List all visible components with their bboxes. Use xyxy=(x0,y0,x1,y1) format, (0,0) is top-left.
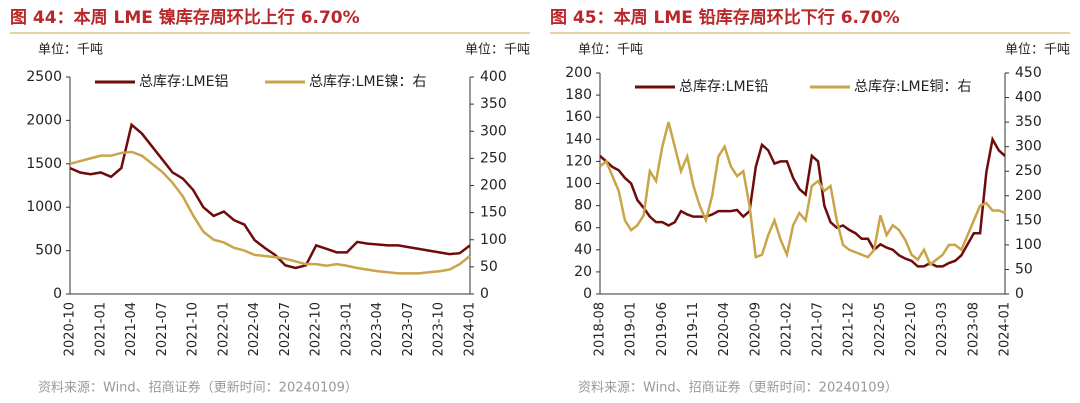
y-tick-label: 80 xyxy=(574,198,592,214)
x-tick-label: 2021-01 xyxy=(93,302,108,356)
y-tick-label: 1500 xyxy=(26,156,62,172)
y-tick-label: 60 xyxy=(574,220,592,236)
y2-tick-label: 50 xyxy=(1015,261,1033,277)
x-tick-label: 2023-07 xyxy=(401,302,416,356)
x-tick-label: 2018-08 xyxy=(593,302,608,356)
y2-tick-label: 250 xyxy=(1015,163,1042,179)
y-tick-label: 100 xyxy=(565,176,592,192)
x-tick-label: 2019-11 xyxy=(686,302,701,356)
x-tick-label: 2020-09 xyxy=(748,302,763,356)
x-tick-label: 2021-07 xyxy=(155,302,170,356)
x-tick-label: 2023-08 xyxy=(966,302,981,356)
y-tick-label: 1000 xyxy=(26,199,62,215)
y-tick-label: 160 xyxy=(565,109,592,125)
x-tick-label: 2021-10 xyxy=(186,302,201,356)
x-tick-label: 2023-01 xyxy=(339,302,354,356)
unit-right: 单位：千吨 xyxy=(1005,43,1070,58)
x-tick-label: 2022-10 xyxy=(904,302,919,356)
y2-tick-label: 0 xyxy=(1015,286,1024,302)
x-tick-label: 2021-07 xyxy=(811,302,826,356)
y2-tick-label: 300 xyxy=(1015,139,1042,155)
y-tick-label: 20 xyxy=(574,264,592,280)
y2-tick-label: 450 xyxy=(1015,65,1042,81)
legend-label: 总库存:LME镍：右 xyxy=(309,74,426,90)
legend-label: 总库存:LME铜：右 xyxy=(854,79,971,95)
source: 资料来源：Wind、招商证券（更新时间：20240109） xyxy=(578,380,898,396)
source: 资料来源：Wind、招商证券（更新时间：20240109） xyxy=(38,380,358,396)
x-tick-label: 2024-01 xyxy=(998,302,1013,356)
x-tick-label: 2022-04 xyxy=(247,302,262,356)
y-tick-label: 2500 xyxy=(26,69,62,85)
x-tick-label: 2023-04 xyxy=(370,302,385,356)
legend-label: 总库存:LME铝 xyxy=(139,74,228,90)
x-tick-label: 2021-02 xyxy=(779,302,794,356)
y2-tick-label: 150 xyxy=(480,205,507,221)
y2-tick-label: 300 xyxy=(480,123,507,139)
x-tick-label: 2022-10 xyxy=(309,302,324,356)
unit-left: 单位：千吨 xyxy=(38,43,103,58)
y-tick-label: 180 xyxy=(565,87,592,103)
x-tick-label: 2020-10 xyxy=(63,302,78,356)
y-tick-label: 140 xyxy=(565,131,592,147)
x-tick-label: 2019-06 xyxy=(655,302,670,356)
x-tick-label: 2023-03 xyxy=(935,302,950,356)
chart-title: 图 45：本周 LME 铅库存周环比下行 6.70% xyxy=(550,7,900,28)
x-tick-label: 2022-05 xyxy=(873,302,888,356)
y2-tick-label: 400 xyxy=(1015,90,1042,106)
y-tick-label: 0 xyxy=(53,286,62,302)
y-tick-label: 40 xyxy=(574,242,592,258)
y2-tick-label: 350 xyxy=(1015,114,1042,130)
y2-tick-label: 0 xyxy=(480,286,489,302)
x-tick-label: 2021-04 xyxy=(124,302,139,356)
y2-tick-label: 200 xyxy=(480,178,507,194)
y2-tick-label: 100 xyxy=(480,232,507,248)
x-tick-label: 2024-01 xyxy=(463,302,478,356)
legend-label: 总库存:LME铅 xyxy=(679,79,768,95)
unit-right: 单位：千吨 xyxy=(465,43,530,58)
y-tick-label: 2000 xyxy=(26,112,62,128)
unit-left: 单位：千吨 xyxy=(578,43,643,58)
y2-tick-label: 400 xyxy=(480,69,507,85)
y2-tick-label: 100 xyxy=(1015,237,1042,253)
x-tick-label: 2023-10 xyxy=(432,302,447,356)
series-line xyxy=(69,150,471,275)
y-tick-label: 0 xyxy=(583,286,592,302)
x-tick-label: 2022-01 xyxy=(216,302,231,356)
x-tick-label: 2019-01 xyxy=(624,302,639,356)
y2-tick-label: 50 xyxy=(480,259,498,275)
y2-tick-label: 350 xyxy=(480,96,507,112)
series-line xyxy=(69,122,471,270)
series-line xyxy=(599,121,1006,267)
x-tick-label: 2020-04 xyxy=(717,302,732,356)
y2-tick-label: 200 xyxy=(1015,188,1042,204)
y-tick-label: 500 xyxy=(35,243,62,259)
y2-tick-label: 250 xyxy=(480,150,507,166)
chart-title: 图 44：本周 LME 镍库存周环比上行 6.70% xyxy=(10,7,360,28)
y2-tick-label: 150 xyxy=(1015,212,1042,228)
y-tick-label: 120 xyxy=(565,153,592,169)
x-tick-label: 2022-07 xyxy=(278,302,293,356)
y-tick-label: 200 xyxy=(565,65,592,81)
x-tick-label: 2021-12 xyxy=(842,302,857,356)
series-line xyxy=(599,135,1006,268)
